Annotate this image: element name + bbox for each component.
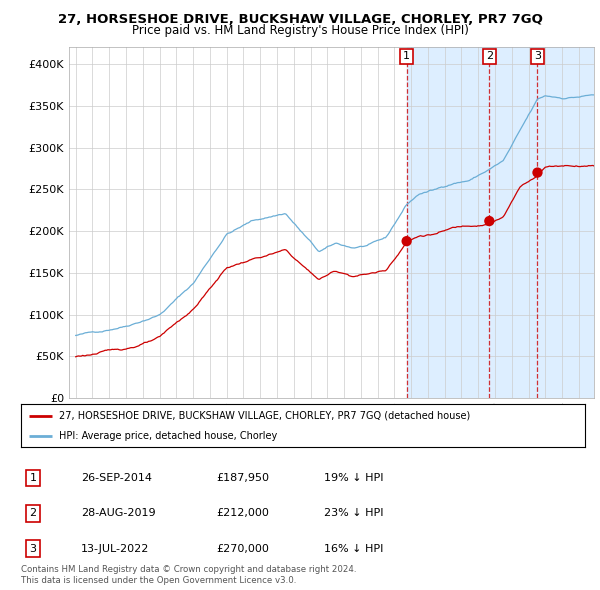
Text: 16% ↓ HPI: 16% ↓ HPI xyxy=(324,544,383,553)
Text: £270,000: £270,000 xyxy=(216,544,269,553)
Text: 26-SEP-2014: 26-SEP-2014 xyxy=(81,473,152,483)
Point xyxy=(533,168,542,178)
Text: 27, HORSESHOE DRIVE, BUCKSHAW VILLAGE, CHORLEY, PR7 7GQ: 27, HORSESHOE DRIVE, BUCKSHAW VILLAGE, C… xyxy=(58,13,542,26)
Text: 1: 1 xyxy=(29,473,37,483)
Text: 3: 3 xyxy=(29,544,37,553)
Text: £212,000: £212,000 xyxy=(216,509,269,518)
Text: 2: 2 xyxy=(486,51,493,61)
Text: 27, HORSESHOE DRIVE, BUCKSHAW VILLAGE, CHORLEY, PR7 7GQ (detached house): 27, HORSESHOE DRIVE, BUCKSHAW VILLAGE, C… xyxy=(59,411,470,421)
Text: HPI: Average price, detached house, Chorley: HPI: Average price, detached house, Chor… xyxy=(59,431,278,441)
Text: 28-AUG-2019: 28-AUG-2019 xyxy=(81,509,155,518)
Text: 19% ↓ HPI: 19% ↓ HPI xyxy=(324,473,383,483)
Text: 2: 2 xyxy=(29,509,37,518)
Text: Contains HM Land Registry data © Crown copyright and database right 2024.: Contains HM Land Registry data © Crown c… xyxy=(21,565,356,574)
Text: 23% ↓ HPI: 23% ↓ HPI xyxy=(324,509,383,518)
Point xyxy=(485,217,494,226)
Text: 1: 1 xyxy=(403,51,410,61)
Text: Price paid vs. HM Land Registry's House Price Index (HPI): Price paid vs. HM Land Registry's House … xyxy=(131,24,469,37)
Point xyxy=(402,237,412,246)
Text: £187,950: £187,950 xyxy=(216,473,269,483)
Bar xyxy=(407,47,596,398)
Text: 13-JUL-2022: 13-JUL-2022 xyxy=(81,544,149,553)
Text: This data is licensed under the Open Government Licence v3.0.: This data is licensed under the Open Gov… xyxy=(21,576,296,585)
Text: 3: 3 xyxy=(534,51,541,61)
